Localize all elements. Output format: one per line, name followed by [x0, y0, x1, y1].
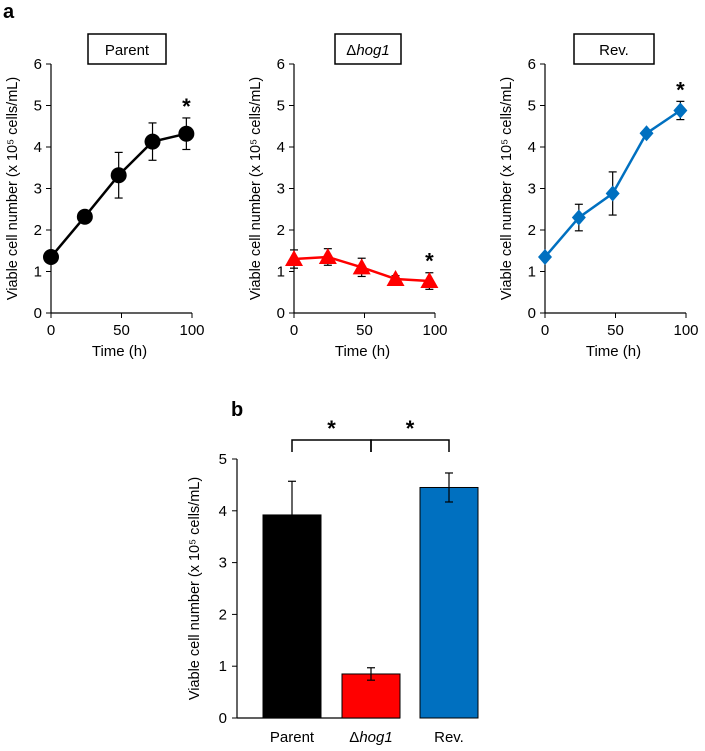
x-tick-label: 100 — [422, 322, 447, 339]
significance-bracket — [291, 439, 372, 452]
category-label: Rev. — [434, 729, 464, 746]
data-point — [420, 272, 439, 289]
chart-title: Δhog1 — [346, 42, 389, 59]
category-text: Parent — [270, 729, 315, 746]
line-chart-0: Parent 0 1 2 3 4 5 6 0 50 100 Time (h) Viable cell n… — [5, 33, 205, 360]
data-point — [43, 248, 59, 265]
significance-star: * — [182, 94, 191, 119]
y-tick-label: 5 — [528, 98, 536, 115]
y-axis-label: Viable cell number (x 10⁵ cells/mL) — [248, 77, 264, 300]
y-tick-label: 6 — [528, 56, 536, 73]
y-tick-label: 3 — [34, 181, 42, 198]
x-tick-label: 0 — [541, 322, 549, 339]
y-tick-label: 0 — [34, 305, 42, 322]
y-tick-label: 1 — [34, 264, 42, 281]
line-chart-1: Δhog1 0 1 2 3 4 5 6 0 50 100 Time (h) Viable cell nu… — [248, 33, 448, 360]
category-label: Parent — [270, 729, 315, 746]
x-axis-label: Time (h) — [335, 343, 390, 360]
x-axis-label: Time (h) — [586, 343, 641, 360]
bar — [341, 673, 401, 719]
y-axis-label: Viable cell number (x 10⁵ cells/mL) — [499, 77, 515, 300]
data-point — [144, 133, 161, 150]
data-point — [110, 167, 127, 184]
y-axis-label: Viable cell number (x 10⁵ cells/mL) — [5, 77, 21, 300]
y-tick-label: 1 — [528, 264, 536, 281]
category-prefix: Δ — [349, 729, 359, 746]
y-tick-label: 0 — [277, 305, 285, 322]
x-tick-label: 100 — [179, 322, 204, 339]
y-tick-label: 3 — [219, 555, 227, 572]
x-tick-label: 100 — [673, 322, 698, 339]
y-tick-label: 6 — [277, 56, 285, 73]
x-tick-label: 50 — [113, 322, 130, 339]
significance-star: * — [406, 416, 415, 441]
y-tick-label: 1 — [219, 658, 227, 675]
panel-b-label: b — [231, 399, 243, 421]
x-tick-label: 50 — [356, 322, 373, 339]
y-tick-label: 1 — [277, 264, 285, 281]
y-tick-label: 0 — [219, 710, 227, 727]
bar-chart: 0 1 2 3 4 5 Viable cell number (x 10⁵ cells/mL… — [187, 416, 479, 746]
chart-title-italic: hog1 — [356, 42, 389, 59]
data-point — [571, 209, 586, 226]
category-label: Δhog1 — [349, 729, 392, 746]
y-tick-label: 4 — [34, 139, 42, 156]
data-point — [76, 208, 93, 225]
category-text: Rev. — [434, 729, 464, 746]
chart-title: Rev. — [599, 42, 629, 59]
bar — [419, 486, 479, 719]
data-point — [352, 258, 371, 275]
category-italic: hog1 — [359, 729, 392, 746]
y-tick-label: 2 — [219, 606, 227, 623]
data-point — [285, 250, 303, 267]
significance-star: * — [676, 77, 685, 102]
y-tick-label: 4 — [528, 139, 536, 156]
significance-star: * — [327, 416, 336, 441]
significance-star: * — [425, 249, 434, 274]
chart-title-box — [573, 33, 655, 65]
panel-a-label: a — [3, 1, 15, 23]
data-point — [538, 248, 552, 265]
y-tick-label: 4 — [277, 139, 285, 156]
y-tick-label: 4 — [219, 503, 227, 520]
x-axis-label: Time (h) — [92, 343, 147, 360]
y-tick-label: 5 — [277, 98, 285, 115]
data-point — [673, 102, 688, 119]
y-tick-label: 2 — [528, 222, 536, 239]
data-point — [386, 269, 405, 286]
y-tick-label: 3 — [528, 181, 536, 198]
line-chart-2: Rev. 0 1 2 3 4 5 6 0 50 100 Time (h) Viable cell num… — [499, 33, 699, 360]
x-tick-label: 0 — [47, 322, 55, 339]
y-tick-label: 0 — [528, 305, 536, 322]
chart-title-box — [87, 33, 167, 65]
significance-bracket — [370, 439, 450, 452]
chart-title-prefix: Δ — [346, 42, 356, 59]
data-point — [605, 185, 620, 202]
y-tick-label: 5 — [34, 98, 42, 115]
data-point — [178, 125, 195, 142]
data-point — [639, 125, 654, 142]
y-tick-label: 6 — [34, 56, 42, 73]
chart-title: Parent — [105, 42, 150, 59]
y-axis-label: Viable cell number (x 10⁵ cells/mL) — [187, 477, 203, 700]
x-tick-label: 50 — [607, 322, 624, 339]
chart-title-box — [334, 33, 402, 65]
data-point — [318, 247, 337, 264]
x-tick-label: 0 — [290, 322, 298, 339]
y-tick-label: 2 — [34, 222, 42, 239]
y-tick-label: 5 — [219, 451, 227, 468]
y-tick-label: 3 — [277, 181, 285, 198]
y-tick-label: 2 — [277, 222, 285, 239]
